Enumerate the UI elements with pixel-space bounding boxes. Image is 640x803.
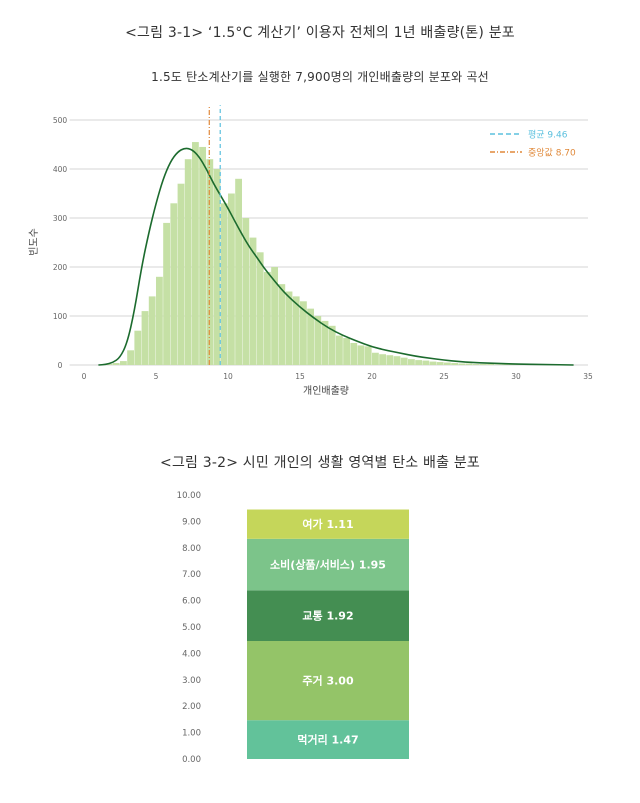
stacked-segment (247, 538, 409, 591)
x-tick-label: 0 (82, 372, 87, 381)
histogram-bar (170, 203, 178, 365)
histogram-bar (163, 222, 170, 365)
stacked-bar-chart: 0.00 1.00 2.00 3.00 4.00 5.00 6.00 7.00 8.00 9.00… (177, 491, 409, 765)
histogram-bar (364, 346, 372, 365)
density-curve (98, 147, 574, 366)
x-tick-label: 15 (295, 372, 305, 381)
histogram-bar (451, 363, 458, 365)
histogram-bar (350, 342, 358, 365)
histogram-bar (307, 308, 314, 365)
segment-label: 여가 1.11 (302, 517, 353, 531)
histogram-bar (156, 276, 163, 365)
histogram-bar (336, 335, 343, 365)
histogram-bar (141, 311, 149, 365)
histogram-bar (465, 363, 473, 365)
histogram-bar (393, 356, 401, 365)
x-tick-label: 20 (367, 372, 377, 381)
stacked-segment (247, 590, 409, 641)
figure1-title: <그림 3-1> ‘1.5°C 계산기’ 이용자 전체의 1년 배출량(톤) 분… (125, 25, 515, 41)
x-tick-label: 35 (583, 372, 593, 381)
histogram-bar (105, 364, 113, 365)
histogram-bar (429, 361, 437, 365)
y-tick-label: 4.00 (182, 649, 201, 659)
histogram-bar (256, 252, 264, 365)
stacked-segment (247, 640, 409, 721)
y-tick-label: 2.00 (182, 702, 201, 712)
y-tick-label: 400 (53, 165, 68, 174)
histogram-bar (148, 296, 156, 365)
histogram-chart: 0 100 200 300 400 500 0 5 10 15 20 25 30 35 평균 9.46 중앙… (28, 105, 593, 397)
histogram-bar (300, 301, 307, 365)
y-tick-label: 3.00 (182, 676, 201, 686)
histogram-bar (321, 320, 329, 365)
histogram-bar (444, 362, 451, 365)
histogram-bar (292, 296, 300, 365)
stacked-segment (247, 509, 409, 539)
x-tick-label: 5 (154, 372, 159, 381)
histogram-bar (386, 355, 394, 365)
histogram-bar (242, 218, 250, 365)
histogram-bar (127, 350, 134, 365)
y-axis-label: 빈도수 (28, 228, 40, 256)
figure2-title: <그림 3-2> 시민 개인의 생활 영역별 탄소 배출 분포 (160, 455, 480, 471)
histogram-bar (487, 364, 494, 365)
histogram-bar (343, 338, 350, 365)
histogram-bar (422, 360, 430, 365)
histogram-bar (177, 183, 185, 365)
histogram-bar (184, 159, 192, 365)
histogram-bar (472, 364, 480, 365)
y-tick-label: 8.00 (182, 544, 201, 554)
y-tick-label: 100 (53, 312, 68, 321)
y-tick-label: 6.00 (182, 597, 201, 607)
histogram-bar (458, 363, 466, 365)
y-tick-label: 7.00 (182, 570, 201, 580)
histogram-chart-title: 1.5도 탄소계산기를 실행한 7,900명의 개인배출량의 분포와 곡선 (151, 70, 489, 84)
histogram-bar (134, 330, 142, 365)
y-tick-label: 300 (53, 214, 68, 223)
histogram-bar (328, 325, 336, 365)
histogram-bar (285, 291, 293, 365)
x-tick-label: 25 (439, 372, 449, 381)
histogram-bar (408, 359, 415, 365)
histogram-bar (379, 354, 386, 365)
y-tick-label: 500 (53, 116, 68, 125)
x-axis-label: 개인배출량 (303, 385, 349, 397)
histogram-bar (235, 178, 242, 365)
histogram-bar (192, 142, 199, 365)
segment-label: 주거 3.00 (302, 674, 354, 688)
y-tick-label: 0 (58, 361, 63, 370)
y-tick-label: 10.00 (177, 491, 201, 501)
histogram-bar (228, 193, 235, 365)
histogram-bar (480, 364, 487, 365)
histogram-bar (372, 352, 379, 365)
segment-label: 먹거리 1.47 (297, 733, 358, 747)
histogram-bar (220, 203, 228, 365)
histogram-bar (436, 362, 444, 365)
legend-label: 중앙값 8.70 (528, 147, 576, 159)
segment-label: 교통 1.92 (302, 610, 353, 623)
histogram-bar (264, 271, 271, 365)
histogram-bar (213, 169, 221, 365)
histogram-bar (357, 345, 365, 365)
histogram-bar (249, 237, 257, 365)
x-tick-label: 30 (511, 372, 521, 381)
histogram-bar (271, 267, 278, 365)
histogram-bar (415, 360, 422, 365)
stacked-segment (247, 720, 409, 759)
segment-label: 소비(상품/서비스) 1.95 (270, 558, 386, 572)
legend-label: 평균 9.46 (528, 130, 568, 141)
y-tick-label: 0.00 (182, 755, 201, 765)
y-tick-label: 5.00 (182, 623, 201, 633)
y-tick-label: 9.00 (182, 517, 201, 527)
histogram-bar (112, 363, 120, 365)
histogram-bar (400, 357, 408, 365)
x-tick-label: 10 (223, 372, 233, 381)
histogram-bar (120, 361, 127, 365)
histogram-bar (199, 146, 206, 365)
histogram-bar (278, 284, 286, 365)
y-tick-label: 1.00 (182, 729, 201, 739)
y-tick-label: 200 (53, 263, 68, 272)
histogram-bar (314, 316, 322, 365)
